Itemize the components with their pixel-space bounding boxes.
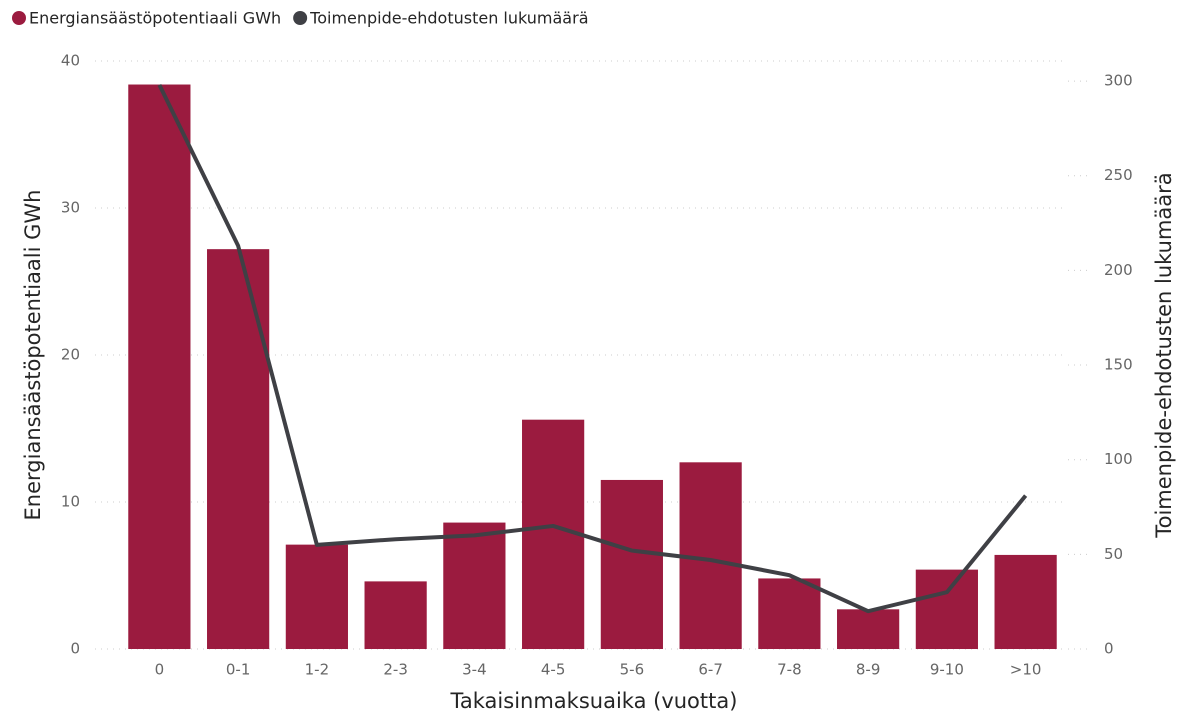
x-axis-label: Takaisinmaksuaika (vuotta) <box>450 689 738 713</box>
legend-label: Toimenpide-ehdotusten lukumäärä <box>309 9 588 28</box>
bar <box>285 544 348 649</box>
x-tick-label: 0 <box>155 661 165 679</box>
y-axis-label: Energiansäästöpotentiaali GWh <box>21 190 45 521</box>
y2-tick-label: 300 <box>1104 72 1133 90</box>
x-tick-label: 1-2 <box>305 661 330 679</box>
y-tick-label: 10 <box>61 493 80 511</box>
x-tick-label: 8-9 <box>856 661 881 679</box>
x-tick-label: 0-1 <box>226 661 251 679</box>
x-tick-label: >10 <box>1010 661 1042 679</box>
y2-tick-label: 250 <box>1104 166 1133 184</box>
y2-tick-label: 150 <box>1104 356 1133 374</box>
bar <box>837 609 900 649</box>
y-tick-label: 0 <box>70 640 80 658</box>
bar <box>994 554 1057 649</box>
x-tick-label: 7-8 <box>777 661 802 679</box>
bar <box>915 569 978 649</box>
x-tick-label: 6-7 <box>698 661 723 679</box>
bar <box>128 84 191 649</box>
y2-axis-label: Toimenpide-ehdotusten lukumäärä <box>1152 172 1176 538</box>
bar <box>443 522 506 649</box>
x-tick-label: 2-3 <box>383 661 408 679</box>
y2-tick-label: 50 <box>1104 545 1123 563</box>
x-tick-label: 3-4 <box>462 661 487 679</box>
legend-marker <box>12 11 26 25</box>
bar <box>364 581 427 649</box>
line <box>157 83 1028 614</box>
y-tick-label: 40 <box>61 52 80 70</box>
legend-label: Energiansäästöpotentiaali GWh <box>29 9 281 28</box>
y2-tick-label: 100 <box>1104 450 1133 468</box>
x-tick-label: 9-10 <box>930 661 964 679</box>
bar <box>600 479 663 649</box>
bar <box>758 578 821 649</box>
y-tick-label: 20 <box>61 346 80 364</box>
legend-marker <box>293 11 308 25</box>
bar <box>207 249 270 649</box>
x-tick-label: 4-5 <box>541 661 566 679</box>
y2-tick-label: 0 <box>1104 640 1114 658</box>
y-tick-label: 30 <box>61 199 80 217</box>
y2-tick-label: 200 <box>1104 261 1133 279</box>
x-tick-label: 5-6 <box>620 661 645 679</box>
